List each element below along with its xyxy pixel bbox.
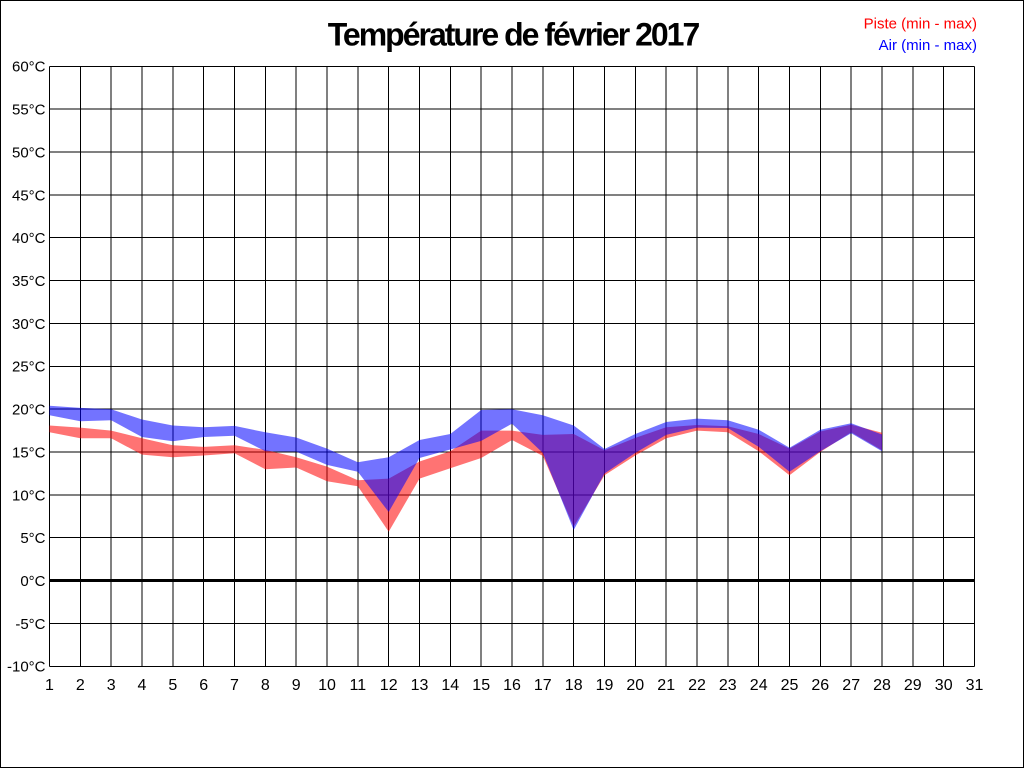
svg-text:6: 6 — [199, 677, 208, 694]
svg-text:21: 21 — [657, 677, 675, 694]
svg-text:-10°C: -10°C — [7, 659, 46, 676]
svg-text:4: 4 — [138, 677, 147, 694]
svg-text:7: 7 — [230, 677, 239, 694]
svg-text:23: 23 — [719, 677, 737, 694]
svg-text:Piste (min - max): Piste (min - max) — [864, 16, 977, 33]
svg-text:15°C: 15°C — [12, 444, 46, 461]
svg-text:25: 25 — [781, 677, 799, 694]
svg-text:14: 14 — [441, 677, 459, 694]
svg-text:12: 12 — [380, 677, 398, 694]
svg-text:18: 18 — [565, 677, 583, 694]
svg-text:45°C: 45°C — [12, 187, 46, 204]
svg-text:5°C: 5°C — [20, 530, 45, 547]
svg-text:20°C: 20°C — [12, 402, 46, 419]
svg-text:16: 16 — [503, 677, 521, 694]
svg-text:3: 3 — [107, 677, 116, 694]
svg-text:25°C: 25°C — [12, 359, 46, 376]
svg-text:9: 9 — [292, 677, 301, 694]
svg-text:Air (min - max): Air (min - max) — [879, 37, 977, 54]
svg-text:30°C: 30°C — [12, 316, 46, 333]
svg-text:20: 20 — [626, 677, 644, 694]
svg-text:24: 24 — [750, 677, 768, 694]
svg-text:0°C: 0°C — [20, 573, 45, 590]
svg-text:29: 29 — [904, 677, 922, 694]
svg-text:28: 28 — [873, 677, 891, 694]
svg-text:31: 31 — [966, 677, 984, 694]
svg-text:Température de février 2017: Température de février 2017 — [328, 17, 700, 53]
svg-text:30: 30 — [935, 677, 953, 694]
svg-text:13: 13 — [411, 677, 429, 694]
svg-text:15: 15 — [472, 677, 490, 694]
svg-text:26: 26 — [811, 677, 829, 694]
svg-text:10°C: 10°C — [12, 487, 46, 504]
svg-text:55°C: 55°C — [12, 102, 46, 119]
svg-text:27: 27 — [842, 677, 860, 694]
svg-text:50°C: 50°C — [12, 144, 46, 161]
svg-text:5: 5 — [168, 677, 177, 694]
svg-text:40°C: 40°C — [12, 230, 46, 247]
svg-text:19: 19 — [596, 677, 614, 694]
svg-text:10: 10 — [318, 677, 336, 694]
svg-text:22: 22 — [688, 677, 706, 694]
svg-text:8: 8 — [261, 677, 270, 694]
svg-text:2: 2 — [76, 677, 85, 694]
svg-text:1: 1 — [45, 677, 54, 694]
svg-text:11: 11 — [349, 677, 366, 694]
svg-text:35°C: 35°C — [12, 273, 46, 290]
svg-text:17: 17 — [534, 677, 552, 694]
svg-text:60°C: 60°C — [12, 59, 46, 76]
svg-text:-5°C: -5°C — [15, 616, 45, 633]
